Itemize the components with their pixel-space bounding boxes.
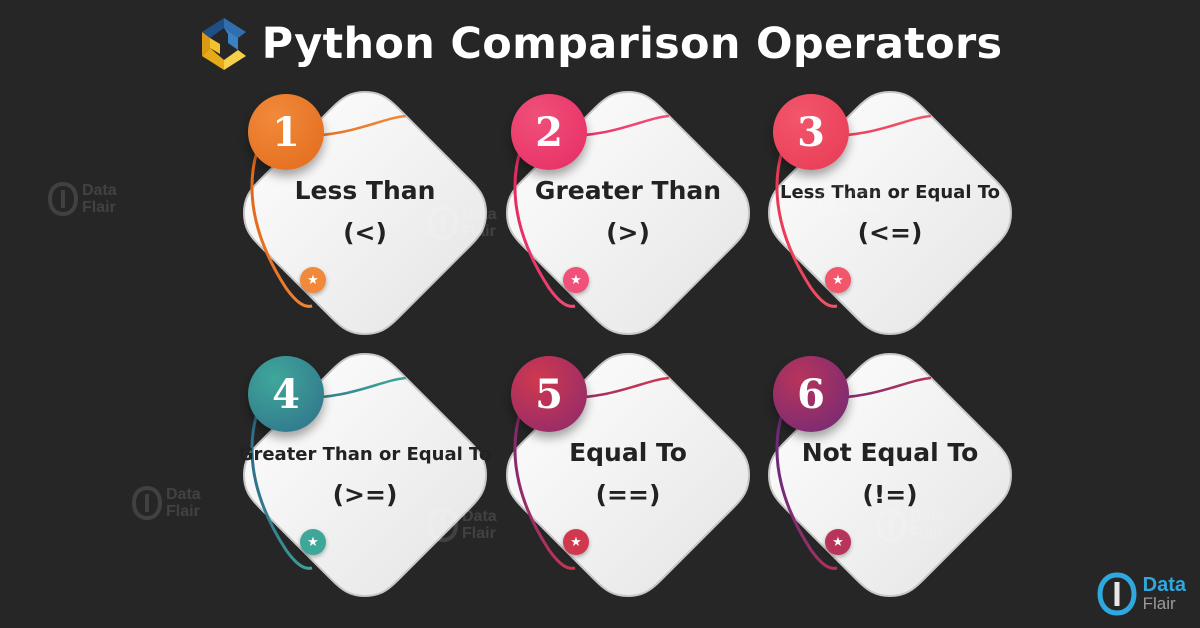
operator-symbol: (==) [595,480,661,509]
python-logo-icon [201,18,246,70]
watermark-text: Data [852,182,887,199]
watermark-text: Data [910,508,945,525]
dataflair-logo-icon [48,182,78,216]
watermark-text: Flair [462,223,496,240]
header: Python Comparison Operators [0,12,1200,76]
dataflair-logo-icon [1097,572,1137,616]
star-icon: ★ [563,529,589,555]
step-number-badge: 5 [511,356,587,432]
watermark: Data Flair [48,182,117,216]
operator-card: 2 Greater Than (>) ★ [493,78,763,348]
brand-logo: Data Flair [1097,572,1186,616]
star-icon: ★ [563,267,589,293]
step-number-badge: 2 [511,94,587,170]
operator-name: Not Equal To [801,438,979,467]
brand-subtext: Flair [1142,594,1176,613]
watermark-text: Flair [166,503,200,520]
operator-name: Less Than [294,176,436,205]
operator-card: 4 Greater Than or Equal To (>=) ★ [230,340,500,610]
dataflair-logo-icon [818,182,848,216]
watermark-text: Flair [852,199,886,216]
dataflair-logo-icon [428,206,458,240]
operator-card: 1 Less Than (<) ★ [230,78,500,348]
watermark: Data Flair [818,182,887,216]
watermark-text: Flair [910,525,944,542]
brand-text: Data [1142,574,1186,596]
watermark: Data Flair [428,508,497,542]
watermark-text: Flair [462,525,496,542]
dataflair-logo-icon [428,508,458,542]
operator-symbol: (>) [606,218,650,247]
step-number-badge: 1 [248,94,324,170]
operator-name: Greater Than or Equal To [238,444,492,465]
operator-name: Greater Than [534,176,722,205]
operator-symbol: (<) [343,218,387,247]
dataflair-logo-icon [132,486,162,520]
watermark-text: Data [462,206,497,223]
operator-symbol: (<=) [857,218,923,247]
star-icon: ★ [300,267,326,293]
step-number-badge: 6 [773,356,849,432]
star-icon: ★ [300,529,326,555]
page-title: Python Comparison Operators [261,19,1003,69]
watermark: Data Flair [876,508,945,542]
operator-symbol: (>=) [332,480,398,509]
watermark-text: Data [82,182,117,199]
watermark: Data Flair [428,206,497,240]
watermark-text: Flair [82,199,116,216]
operator-card: 5 Equal To (==) ★ [493,340,763,610]
watermark: Data Flair [132,486,201,520]
watermark-text: Data [166,486,201,503]
operator-name: Less Than or Equal To [779,182,1001,203]
star-icon: ★ [825,529,851,555]
star-icon: ★ [825,267,851,293]
operator-name: Equal To [569,438,687,467]
step-number-badge: 3 [773,94,849,170]
operator-card: 6 Not Equal To (!=) ★ [755,340,1025,610]
dataflair-logo-icon [876,508,906,542]
watermark-text: Data [462,508,497,525]
operator-symbol: (!=) [862,480,918,509]
step-number-badge: 4 [248,356,324,432]
operator-card: 3 Less Than or Equal To (<=) ★ [755,78,1025,348]
